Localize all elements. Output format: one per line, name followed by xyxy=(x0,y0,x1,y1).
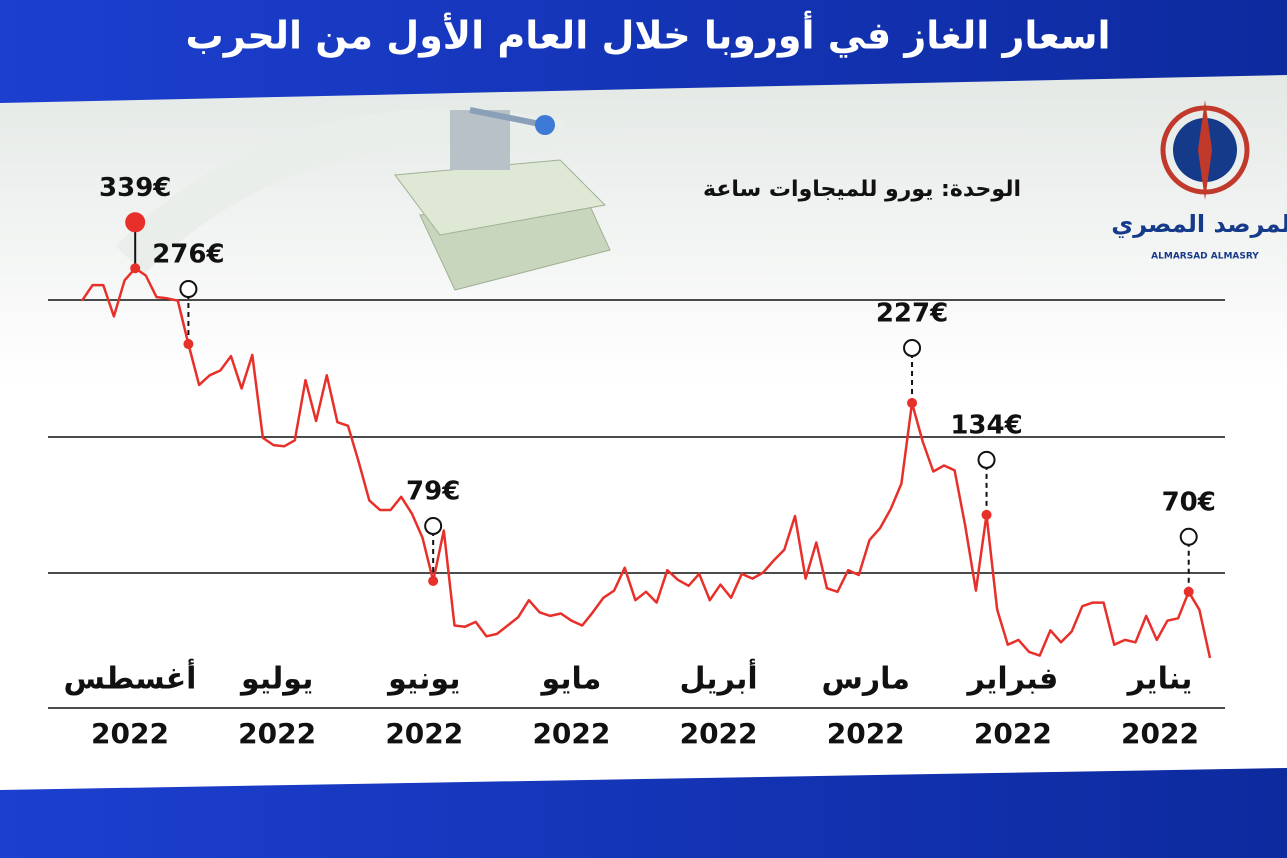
x-tick-label: أغسطس xyxy=(64,659,197,697)
x-tick-label: مايو xyxy=(539,662,601,697)
data-point xyxy=(907,397,918,408)
x-tick-year: 2022 xyxy=(238,717,316,750)
x-tick-year: 2022 xyxy=(532,717,610,750)
annotation-marker xyxy=(179,280,198,299)
brand-latin: ALMARSAD ALMASRY xyxy=(1151,252,1259,262)
x-tick-year: 2022 xyxy=(974,717,1052,750)
x-tick-label: أبريل xyxy=(679,659,757,697)
data-label: 339€ xyxy=(99,173,171,203)
annotation-marker xyxy=(1179,527,1198,546)
data-label: 227€ xyxy=(876,298,948,328)
x-tick-label: يوليو xyxy=(239,662,313,697)
logo xyxy=(1160,100,1250,200)
annotation-marker xyxy=(424,516,443,535)
data-point xyxy=(1183,586,1194,597)
unit-label: الوحدة: يورو للميجاوات ساعة xyxy=(703,177,1021,202)
x-tick-year: 2022 xyxy=(1121,717,1199,750)
x-tick-year: 2022 xyxy=(827,717,905,750)
brand-name: المرصد المصري xyxy=(1111,210,1287,238)
x-tick-label: يناير xyxy=(1126,662,1193,697)
data-label: 134€ xyxy=(950,410,1022,440)
x-tick-label: مارس xyxy=(821,662,910,697)
annotation-marker xyxy=(125,212,146,233)
data-point xyxy=(183,339,194,350)
x-tick-year: 2022 xyxy=(385,717,463,750)
annotation-marker xyxy=(903,338,922,357)
chart-title: اسعار الغاز في أوروبا خلال العام الأول م… xyxy=(186,11,1111,59)
title-band xyxy=(0,0,1287,103)
money-illustration xyxy=(394,107,611,291)
data-label: 70€ xyxy=(1162,487,1216,517)
x-tick-year: 2022 xyxy=(91,717,169,750)
x-tick-label: يونيو xyxy=(386,662,460,697)
x-tick-label: فبراير xyxy=(965,662,1058,697)
annotation-marker xyxy=(977,450,996,469)
data-label: 276€ xyxy=(152,240,224,270)
x-tick-year: 2022 xyxy=(680,717,758,750)
data-label: 79€ xyxy=(406,476,460,506)
data-point xyxy=(130,263,141,274)
data-point xyxy=(981,509,992,520)
data-point xyxy=(428,575,439,586)
price-line xyxy=(80,267,1212,659)
footer-band xyxy=(0,768,1287,858)
